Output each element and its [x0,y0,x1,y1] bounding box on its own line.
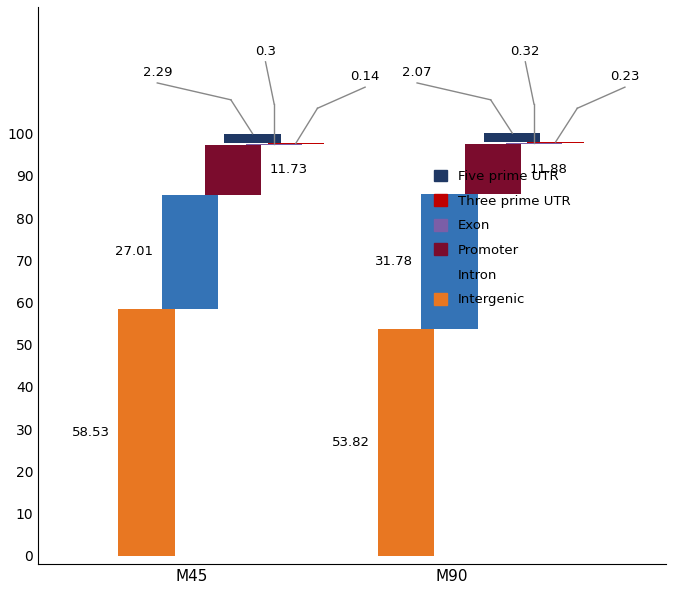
Text: 58.53: 58.53 [71,426,110,439]
Text: 53.82: 53.82 [331,436,369,449]
Bar [162,194,218,309]
Legend: Five prime UTR, Three prime UTR, Exon, Promoter, Intron, Intergenic: Five prime UTR, Three prime UTR, Exon, P… [434,170,571,306]
Bar [506,143,562,144]
Bar [268,143,324,144]
Text: 0.23: 0.23 [610,70,639,83]
Bar [205,145,261,194]
Bar [118,309,174,556]
Bar [484,133,540,142]
Text: 27.01: 27.01 [115,245,153,258]
Bar [246,144,302,145]
Bar [378,329,434,556]
Text: 11.88: 11.88 [530,163,567,176]
Text: 2.07: 2.07 [402,66,432,79]
Text: 2.29: 2.29 [143,66,172,79]
Bar [421,194,478,329]
Text: 31.78: 31.78 [375,255,413,268]
Text: 11.73: 11.73 [270,163,308,176]
Bar [464,144,521,194]
Bar [528,142,583,143]
Text: 0.14: 0.14 [351,70,380,83]
Text: 0.32: 0.32 [511,44,540,57]
Bar [224,134,281,143]
Text: 0.3: 0.3 [255,44,276,57]
